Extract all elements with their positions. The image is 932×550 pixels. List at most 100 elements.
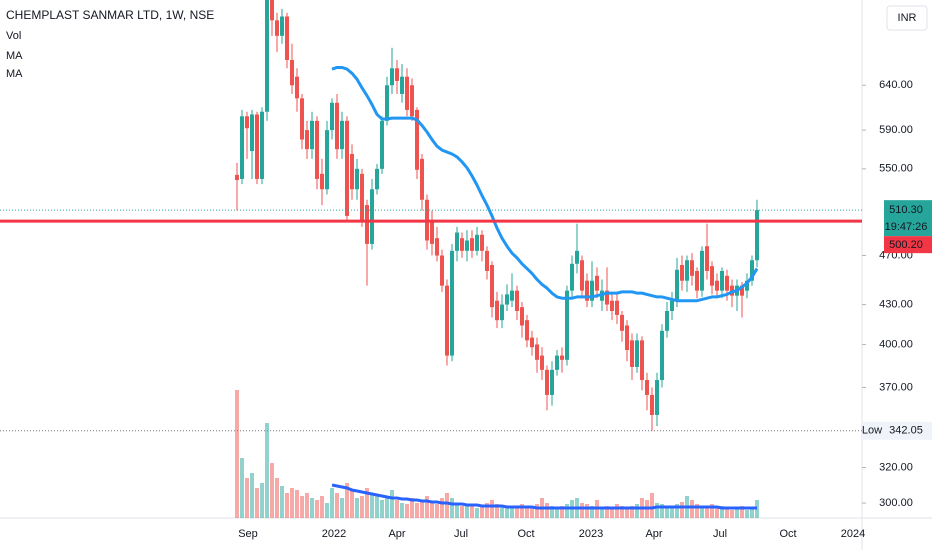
candle-body (475, 234, 479, 251)
x-tick-label: Sep (238, 528, 258, 540)
x-tick-label: Oct (517, 528, 534, 540)
candle-body (435, 238, 439, 256)
candle-body (385, 85, 389, 121)
volume-bar (555, 508, 559, 518)
low-box (862, 421, 932, 440)
volume-bar (425, 496, 429, 518)
volume-bar (710, 504, 714, 518)
candle-body (405, 76, 409, 110)
candle-body (300, 98, 304, 140)
currency[interactable]: INR (898, 12, 917, 24)
volume-bar (435, 504, 439, 518)
y-tick-label: 400.00 (879, 338, 913, 350)
candle-body (590, 280, 594, 301)
candle-body (515, 290, 519, 312)
y-tick-label: 320.00 (879, 461, 913, 473)
volume-bar (725, 508, 729, 518)
candle-body (655, 380, 659, 415)
volume-bar (325, 503, 329, 518)
x-tick-label: Jul (713, 528, 727, 540)
candle-body (350, 153, 354, 190)
candle-body (240, 116, 244, 179)
volume-bar (270, 463, 274, 518)
volume-bar (290, 488, 294, 518)
candle-body (335, 102, 339, 150)
candle-body (395, 68, 399, 81)
candle-body (455, 232, 459, 251)
candle-body (255, 114, 259, 179)
candle-body (635, 340, 639, 367)
candle-body (750, 260, 754, 281)
candle-body (525, 320, 529, 341)
candle-body (595, 275, 599, 291)
volume-bar (745, 510, 749, 518)
candle-body (340, 120, 344, 150)
candle-body (355, 168, 359, 190)
volume-bar (505, 508, 509, 518)
x-tick-label: Jul (454, 528, 468, 540)
candle-body (585, 280, 589, 301)
volume-bar (485, 503, 489, 518)
volume-bar (430, 503, 434, 518)
y-tick-label: 550.00 (879, 163, 913, 175)
volume-bar (660, 504, 664, 518)
x-tick-label: Apr (645, 528, 662, 540)
candle-body (720, 270, 724, 291)
volume-bar (520, 504, 524, 518)
y-tick-label: 590.00 (879, 124, 913, 136)
candle-body (295, 76, 299, 99)
candle-body (260, 111, 264, 179)
candle-body (640, 340, 644, 381)
volume-bar (545, 503, 549, 518)
candle-body (725, 275, 729, 291)
volume-bar (655, 503, 659, 518)
volume-bar (510, 506, 514, 518)
candle-body (570, 263, 574, 291)
price-line-label: 500.20 (889, 239, 923, 251)
volume-bar (550, 506, 554, 518)
candle-body (480, 234, 484, 251)
volume-bar (385, 498, 389, 518)
candle-body (380, 120, 384, 169)
candle-body (535, 344, 539, 360)
volume-bar (345, 483, 349, 518)
volume-bar (415, 503, 419, 518)
y-tick-label: 640.00 (879, 79, 913, 91)
candle-body (690, 260, 694, 276)
volume-bar (460, 506, 464, 518)
candle-body (375, 168, 379, 190)
volume-bar (670, 506, 674, 518)
volume-bar (405, 504, 409, 518)
volume-bar (305, 493, 309, 518)
volume-bar (310, 498, 314, 518)
candle-body (530, 337, 534, 348)
volume-bar (530, 508, 534, 518)
volume-bar (475, 508, 479, 518)
candle-body (575, 250, 579, 264)
volume-bar (650, 493, 654, 518)
y-tick-label: 300.00 (879, 497, 913, 509)
candle-body (485, 250, 489, 271)
volume-bar (330, 488, 334, 518)
volume-bar (260, 483, 264, 518)
currency-box[interactable] (886, 5, 928, 31)
volume-bar (390, 490, 394, 518)
candle-body (290, 59, 294, 86)
volume-bar (720, 506, 724, 518)
candle-body (450, 250, 454, 356)
volume-bar (440, 498, 444, 518)
candle-body (740, 285, 744, 296)
y-tick-label: 470.00 (879, 249, 913, 261)
candle-body (285, 16, 289, 60)
candle-body (650, 394, 654, 415)
volume-bar (610, 508, 614, 518)
candle-body (320, 173, 324, 190)
volume-bar (535, 504, 539, 518)
volume-bar (500, 506, 504, 518)
candle-body (540, 355, 544, 370)
volume-bar (265, 423, 269, 518)
candle-body (615, 300, 619, 315)
candle-body (370, 189, 374, 244)
volume-bar (480, 506, 484, 518)
